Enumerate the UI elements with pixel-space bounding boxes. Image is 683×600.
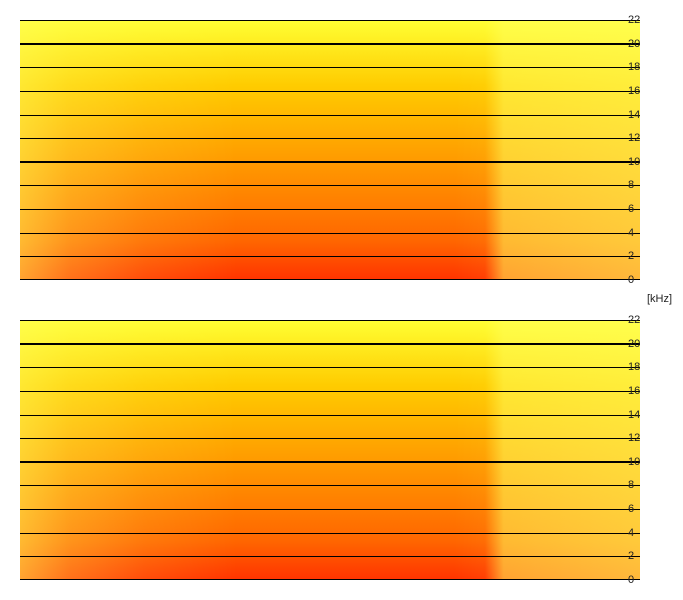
tick-label-top-14: 14 (628, 108, 641, 121)
tick-label-top-18: 18 (628, 61, 641, 74)
tick-label-bottom-16: 16 (628, 384, 641, 397)
tick-label-bottom-10: 10 (628, 455, 641, 468)
gridline-top-6 (20, 209, 640, 211)
gridline-top-18 (20, 67, 640, 69)
spectrogram-bottom (20, 320, 640, 580)
gridline-top-22 (20, 20, 640, 21)
tick-label-top-12: 12 (628, 132, 641, 145)
spectrogram-image-top (20, 20, 640, 280)
gridline-bottom-0 (20, 579, 640, 580)
gridline-bottom-22 (20, 320, 640, 321)
gridline-bottom-4 (20, 532, 640, 534)
tick-label-bottom-20: 20 (628, 337, 641, 350)
frequency-unit-label: [kHz] (647, 293, 673, 305)
gridline-top-8 (20, 185, 640, 187)
tick-label-bottom-6: 6 (628, 503, 635, 516)
gridline-bottom-20 (20, 342, 640, 345)
tick-label-top-4: 4 (628, 226, 635, 239)
tick-label-bottom-18: 18 (628, 361, 641, 374)
gridline-bottom-12 (20, 438, 640, 440)
gridline-top-4 (20, 232, 640, 234)
tick-label-top-6: 6 (628, 203, 635, 216)
tick-label-top-0: 0 (628, 274, 635, 286)
gridline-top-16 (20, 90, 640, 92)
tick-label-bottom-2: 2 (628, 550, 635, 563)
tick-label-top-10: 10 (628, 155, 641, 168)
spectrogram-top (20, 20, 640, 280)
tick-label-top-16: 16 (628, 84, 641, 97)
tick-label-top-2: 2 (628, 250, 635, 263)
gridline-bottom-16 (20, 390, 640, 392)
tick-label-bottom-0: 0 (628, 574, 635, 586)
tick-label-bottom-12: 12 (628, 432, 641, 445)
gridline-bottom-14 (20, 414, 640, 416)
gridline-bottom-6 (20, 509, 640, 511)
gridline-top-14 (20, 114, 640, 116)
tick-label-top-8: 8 (628, 179, 635, 192)
tick-label-bottom-4: 4 (628, 526, 635, 539)
gridline-top-10 (20, 160, 640, 163)
gridline-top-12 (20, 138, 640, 140)
spectrogram-image-bottom (20, 320, 640, 580)
gridline-top-0 (20, 279, 640, 280)
tick-label-bottom-14: 14 (628, 408, 641, 421)
gridline-bottom-8 (20, 485, 640, 487)
tick-label-top-20: 20 (628, 37, 641, 50)
tick-label-bottom-8: 8 (628, 479, 635, 492)
gridline-bottom-10 (20, 460, 640, 463)
gridline-bottom-2 (20, 556, 640, 558)
gridline-top-2 (20, 256, 640, 258)
tick-label-top-22: 22 (628, 14, 641, 26)
tick-label-bottom-22: 22 (628, 314, 641, 326)
gridline-top-20 (20, 42, 640, 45)
gridline-bottom-18 (20, 367, 640, 369)
